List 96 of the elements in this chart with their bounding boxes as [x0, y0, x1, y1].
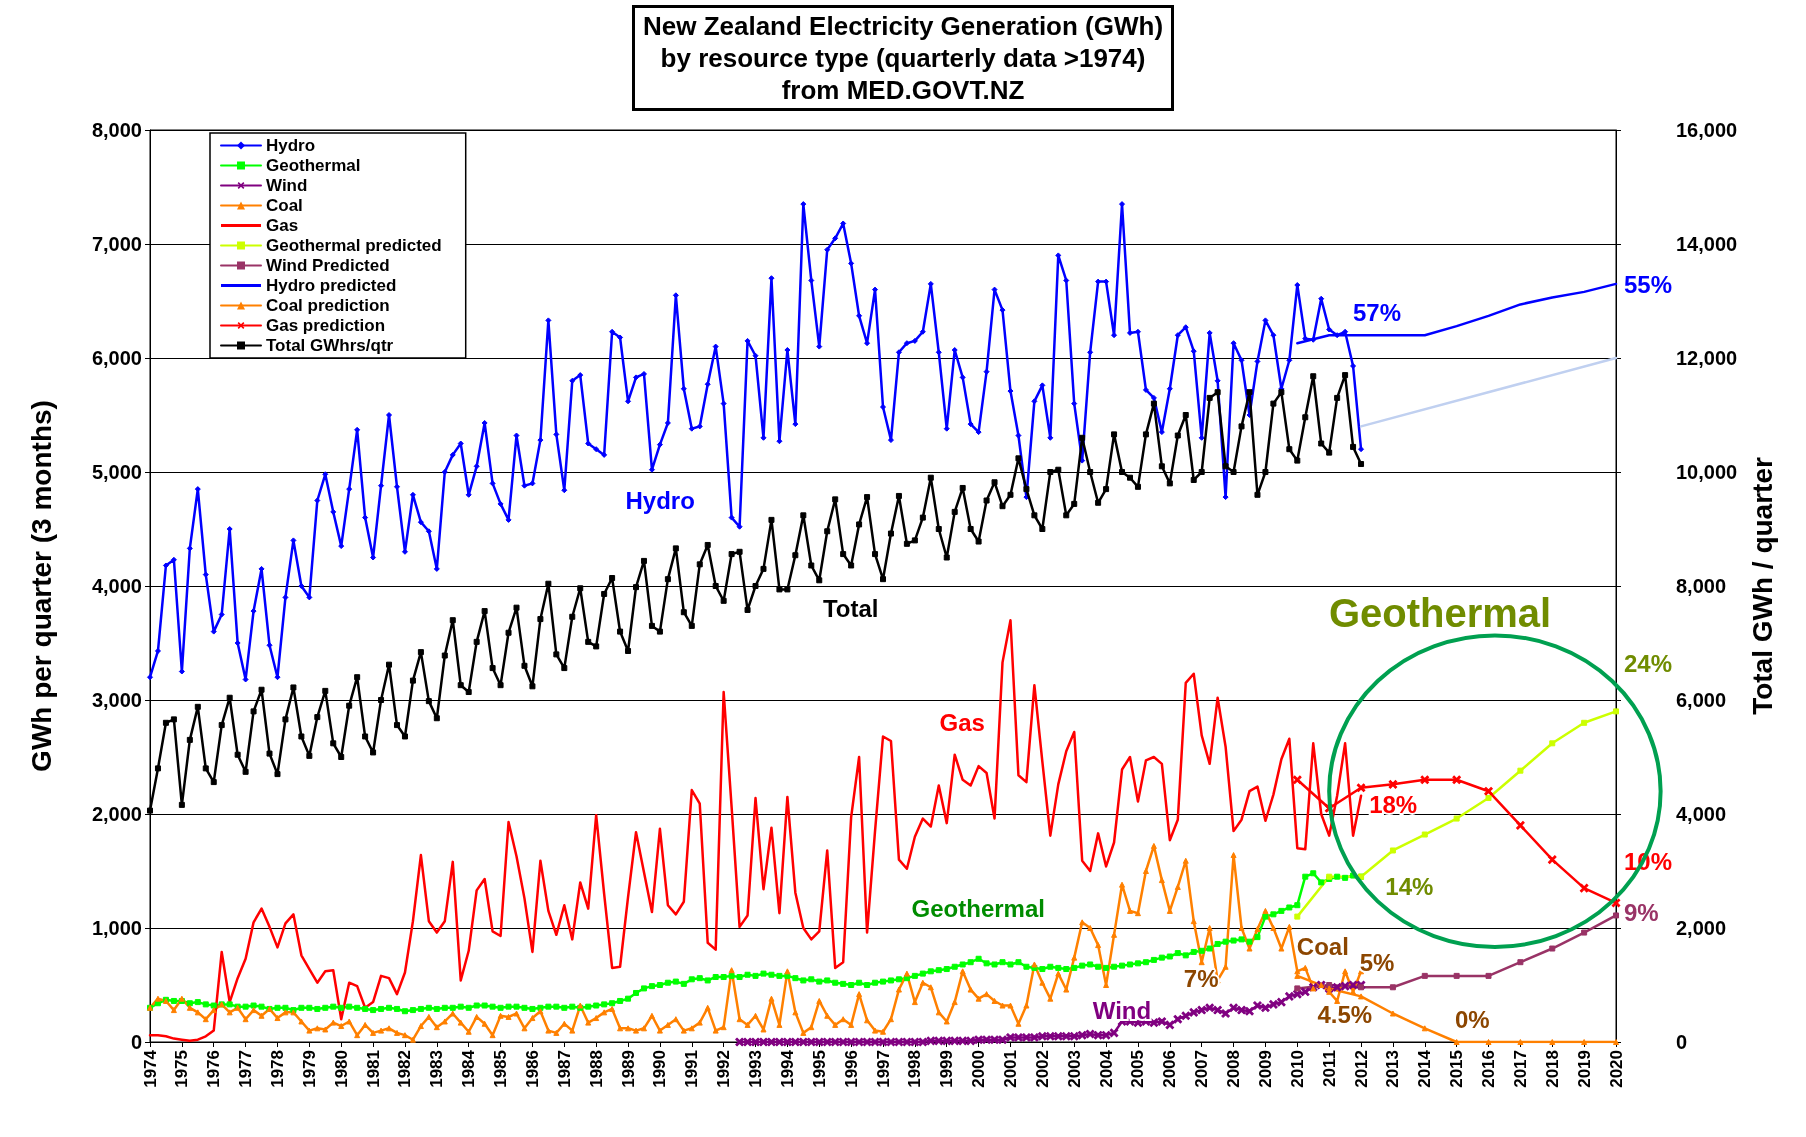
x-tick-label: 2014 — [1415, 1049, 1435, 1088]
x-tick-label: 1990 — [650, 1050, 670, 1088]
annotation: Wind — [1092, 996, 1152, 1024]
x-tick-label: 1992 — [714, 1050, 734, 1088]
annotation: Hydro — [625, 486, 695, 514]
y-tick-label: 0 — [130, 1031, 142, 1053]
text: 9% — [1624, 899, 1659, 926]
x-tick-label: 1996 — [841, 1050, 861, 1088]
x-tick-label: 2010 — [1287, 1050, 1307, 1088]
legend-label: Total GWhrs/qtr — [266, 336, 394, 355]
annotation: 4.5% — [1317, 1001, 1373, 1029]
x-tick-label: 1998 — [905, 1050, 925, 1088]
x-tick-label: 2004 — [1096, 1049, 1116, 1088]
y2-axis-title: Total GWh / quarter — [1746, 457, 1778, 715]
x-tick-label: 1999 — [937, 1050, 957, 1088]
y2-tick-label: 0 — [1676, 1031, 1688, 1053]
text: 24% — [1624, 650, 1673, 678]
y-tick-label: 2,000 — [91, 803, 142, 825]
x-tick-label: 1984 — [459, 1049, 479, 1088]
annotation: Gas — [939, 709, 985, 737]
annotation: 0% — [1454, 1005, 1490, 1033]
y2-tick-label: 10,000 — [1676, 461, 1738, 483]
x-tick-label: 1982 — [395, 1050, 415, 1088]
y2-tick-label: 12,000 — [1676, 347, 1738, 369]
x-tick-label: 2001 — [1000, 1050, 1020, 1088]
x-tick-label: 1989 — [618, 1050, 638, 1088]
y-tick-label: 5,000 — [91, 461, 142, 483]
x-tick-label: 2007 — [1192, 1050, 1212, 1088]
y-tick-label: 4,000 — [91, 575, 142, 597]
y2-tick-label: 2,000 — [1676, 917, 1727, 939]
y2-tick-label: 6,000 — [1676, 689, 1727, 711]
x-tick-label: 1997 — [873, 1050, 893, 1088]
x-tick-label: 1987 — [554, 1050, 574, 1088]
y-tick-label: 8,000 — [91, 119, 142, 141]
annotation: 14% — [1385, 872, 1434, 900]
x-tick-label: 2012 — [1351, 1050, 1371, 1088]
x-tick-label: 1991 — [682, 1050, 702, 1088]
x-tick-label: 2018 — [1542, 1050, 1562, 1088]
legend-label: Gas — [266, 216, 299, 235]
y-tick-label: 7,000 — [91, 233, 142, 255]
y2-tick-label: 4,000 — [1676, 803, 1727, 825]
y2-tick-label: 14,000 — [1676, 233, 1738, 255]
x-tick-label: 1981 — [363, 1050, 383, 1088]
legend-label: Gas prediction — [266, 316, 386, 335]
annotation: 7% — [1183, 964, 1219, 992]
y-tick-label: 6,000 — [91, 347, 142, 369]
annotation: Geothermal — [1328, 591, 1552, 636]
x-tick-label: 2016 — [1479, 1050, 1499, 1088]
legend-label: Wind Predicted — [266, 256, 390, 275]
x-tick-label: 2003 — [1064, 1050, 1084, 1088]
x-tick-label: 2008 — [1224, 1050, 1244, 1088]
legend-label: Coal — [266, 196, 303, 215]
y-tick-label: 3,000 — [91, 689, 142, 711]
annotation: Coal — [1296, 932, 1349, 960]
x-tick-label: 2020 — [1606, 1050, 1626, 1088]
x-tick-label: 2015 — [1447, 1050, 1467, 1088]
x-tick-label: 1988 — [586, 1050, 606, 1088]
x-tick-label: 2006 — [1160, 1050, 1180, 1088]
annotation: Geothermal — [911, 895, 1045, 923]
x-tick-label: 2002 — [1032, 1050, 1052, 1088]
x-tick-label: 2009 — [1255, 1050, 1275, 1088]
legend-label: Hydro — [266, 136, 316, 155]
x-tick-label: 1974 — [140, 1049, 160, 1088]
annotation: Total — [822, 595, 879, 623]
x-tick-label: 1985 — [491, 1050, 511, 1088]
x-tick-label: 1980 — [331, 1050, 351, 1088]
chart-title: New Zealand Electricity Generation (GWh) by resource type (quarterly data >1974) from MED.GOVT.NZ — [642, 11, 1164, 105]
x-tick-label: 2013 — [1383, 1050, 1403, 1088]
x-tick-label: 1994 — [777, 1049, 797, 1088]
annotation: 18% — [1369, 791, 1418, 819]
y-axis-title: GWh per quarter (3 months) — [25, 400, 57, 772]
legend-label: Geothermal — [266, 156, 361, 175]
y2-tick-label: 16,000 — [1676, 119, 1738, 141]
legend-label: Wind — [266, 176, 308, 195]
annotation: 5% — [1359, 948, 1395, 976]
annotation: 57% — [1353, 298, 1402, 326]
y-tick-label: 1,000 — [91, 917, 142, 939]
x-tick-label: 1976 — [204, 1050, 224, 1088]
legend-label: Geothermal predicted — [266, 236, 442, 255]
x-tick-label: 1979 — [299, 1050, 319, 1088]
x-tick-label: 1995 — [809, 1050, 829, 1088]
x-tick-label: 1986 — [522, 1050, 542, 1088]
x-tick-label: 1978 — [267, 1050, 287, 1088]
x-tick-label: 2011 — [1319, 1050, 1339, 1087]
x-tick-label: 2017 — [1510, 1050, 1530, 1088]
x-tick-label: 2005 — [1128, 1050, 1148, 1088]
x-tick-label: 1975 — [172, 1050, 192, 1088]
y2-tick-label: 8,000 — [1676, 575, 1727, 597]
x-tick-label: 1993 — [746, 1050, 766, 1088]
x-tick-label: 1977 — [236, 1050, 256, 1088]
legend-label: Hydro predicted — [266, 276, 397, 295]
text: 55% — [1624, 270, 1673, 298]
x-tick-label: 1983 — [427, 1050, 447, 1088]
x-tick-label: 2000 — [969, 1050, 989, 1088]
x-tick-label: 2019 — [1574, 1050, 1594, 1088]
legend-label: Coal prediction — [266, 296, 390, 315]
